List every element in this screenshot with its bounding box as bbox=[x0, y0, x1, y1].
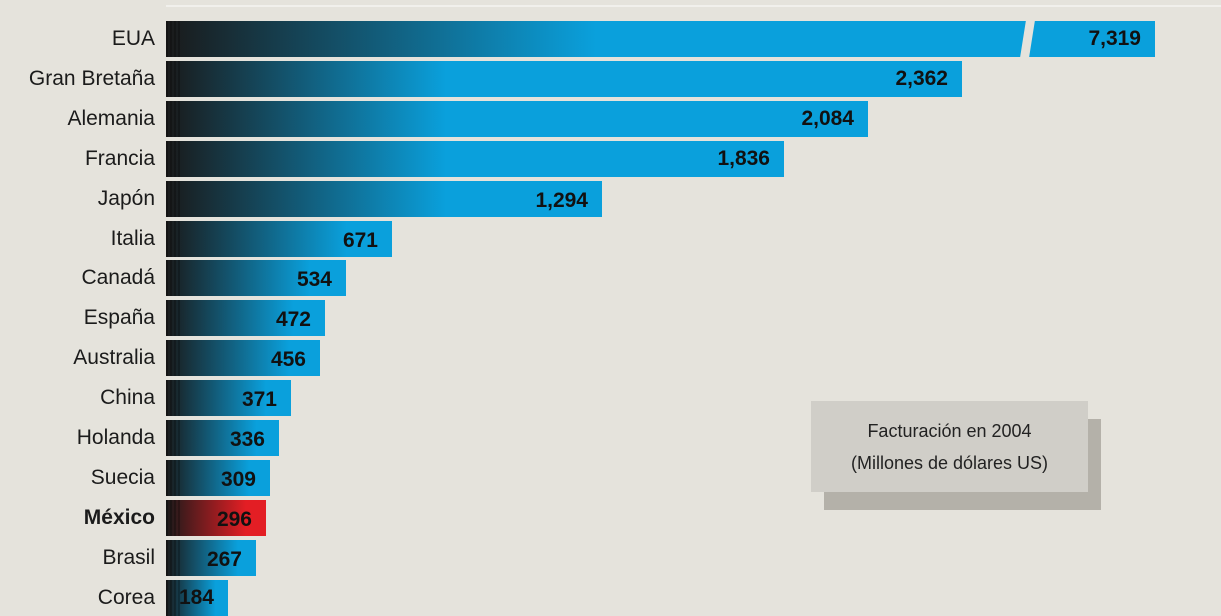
category-label: Italia bbox=[110, 227, 155, 250]
bar bbox=[166, 380, 291, 416]
category-label: Francia bbox=[84, 147, 155, 170]
bar bbox=[166, 460, 270, 496]
value-label: 2,362 bbox=[895, 67, 948, 90]
bar bbox=[166, 300, 325, 336]
value-label: 534 bbox=[296, 268, 332, 291]
value-label: 371 bbox=[241, 388, 277, 411]
category-label: Canadá bbox=[81, 266, 155, 289]
category-label: España bbox=[83, 306, 155, 329]
value-label: 472 bbox=[275, 308, 311, 331]
legend-unit: (Millones de dólares US) bbox=[850, 452, 1049, 473]
value-label: 296 bbox=[216, 508, 252, 531]
legend-box: Facturación en 2004 (Millones de dólares… bbox=[811, 401, 1088, 492]
category-label: Gran Bretaña bbox=[28, 67, 155, 90]
value-label: 184 bbox=[178, 586, 214, 609]
category-label: Holanda bbox=[76, 426, 155, 449]
bar bbox=[166, 420, 279, 456]
value-label: 1,836 bbox=[717, 147, 770, 170]
value-label: 2,084 bbox=[801, 107, 854, 130]
bar bbox=[166, 101, 868, 137]
category-label: Alemania bbox=[67, 107, 155, 130]
bar bbox=[166, 260, 346, 296]
value-label: 309 bbox=[220, 468, 256, 491]
bar bbox=[166, 500, 266, 536]
bar bbox=[166, 181, 602, 217]
legend-title: Facturación en 2004 bbox=[867, 420, 1032, 441]
category-label: China bbox=[100, 386, 155, 409]
bar bbox=[166, 141, 784, 177]
category-label: Suecia bbox=[90, 466, 155, 489]
bar bbox=[166, 21, 1155, 57]
category-label: Corea bbox=[97, 586, 155, 609]
category-label: México bbox=[83, 506, 155, 529]
category-label: Japón bbox=[97, 187, 155, 210]
value-label: 456 bbox=[270, 348, 306, 371]
category-label: Australia bbox=[73, 346, 155, 369]
value-label: 7,319 bbox=[1088, 27, 1141, 50]
value-label: 267 bbox=[206, 548, 242, 571]
bar bbox=[166, 540, 256, 576]
category-label: Brasil bbox=[102, 546, 155, 569]
bar bbox=[166, 221, 392, 257]
category-label: EUA bbox=[111, 27, 155, 50]
top-rule bbox=[166, 5, 1221, 7]
value-label: 1,294 bbox=[535, 189, 588, 212]
value-label: 671 bbox=[342, 229, 378, 252]
value-label: 336 bbox=[229, 428, 265, 451]
bar bbox=[166, 61, 962, 97]
bar bbox=[166, 340, 320, 376]
